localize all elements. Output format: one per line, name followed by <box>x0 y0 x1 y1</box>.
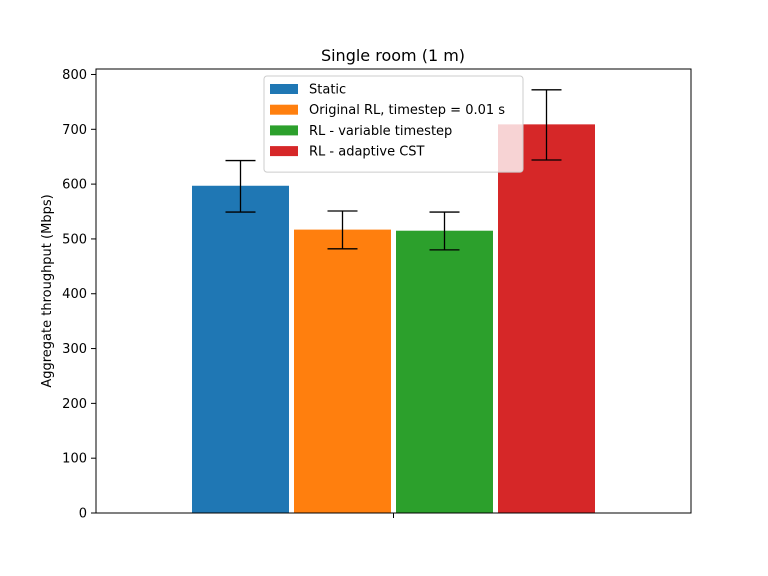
legend-label: Static <box>309 83 346 98</box>
legend-item: Original RL, timestep = 0.01 s <box>270 103 505 118</box>
legend: Static Original RL, timestep = 0.01 s RL -… <box>263 75 524 173</box>
error-bar <box>531 89 562 161</box>
legend-swatch <box>270 125 298 136</box>
y-tick-label: 200 <box>62 397 87 412</box>
legend-swatch <box>270 104 298 115</box>
y-tick-label: 400 <box>62 287 87 302</box>
bar-original-rl-timestep-0-01-s <box>294 229 391 513</box>
legend-item: RL - adaptive CST <box>270 145 425 160</box>
y-axis: 0 100 200 300 400 500 600 700 800 <box>62 68 96 522</box>
error-bar <box>327 210 358 250</box>
y-tick-label: 600 <box>62 178 87 193</box>
legend-label: Original RL, timestep = 0.01 s <box>309 103 505 118</box>
y-tick-label: 300 <box>62 342 87 357</box>
y-tick-label: 0 <box>79 507 87 522</box>
bar-static <box>192 185 289 513</box>
y-tick-label: 100 <box>62 452 87 467</box>
y-axis-title: Aggregate throughput (Mbps) <box>40 194 55 387</box>
error-bars-layer <box>225 89 562 251</box>
legend-swatch <box>270 84 298 94</box>
bars-layer <box>192 124 595 513</box>
chart-title: Single room (1 m) <box>321 46 465 65</box>
legend-box <box>263 75 524 173</box>
y-tick-label: 500 <box>62 232 87 247</box>
legend-item: RL - variable timestep <box>270 124 452 139</box>
legend-item: Static <box>270 83 346 98</box>
error-bar <box>429 211 460 251</box>
error-bar <box>225 159 256 213</box>
bar-rl-variable-timestep <box>396 230 493 513</box>
bar-rl-adaptive-cst <box>498 124 595 513</box>
y-tick-label: 800 <box>62 68 87 83</box>
legend-label: RL - variable timestep <box>309 124 452 139</box>
legend-label: RL - adaptive CST <box>309 145 425 160</box>
legend-swatch <box>270 146 298 157</box>
y-tick-label: 700 <box>62 123 87 138</box>
